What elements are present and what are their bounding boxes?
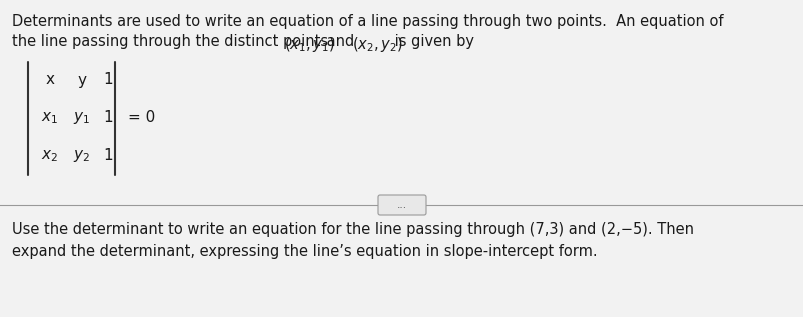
Text: Determinants are used to write an equation of a line passing through two points.: Determinants are used to write an equati… [12, 14, 723, 29]
Text: is given by: is given by [390, 34, 474, 49]
Text: 1: 1 [103, 73, 112, 87]
Text: $x_2$: $x_2$ [42, 148, 59, 164]
Text: 1: 1 [103, 111, 112, 126]
Text: $(x_1,y_1)$: $(x_1,y_1)$ [284, 35, 335, 54]
Text: expand the determinant, expressing the line’s equation in slope-intercept form.: expand the determinant, expressing the l… [12, 244, 597, 259]
Text: ...: ... [397, 200, 406, 210]
Text: $y_1$: $y_1$ [73, 110, 91, 126]
Text: Use the determinant to write an equation for the line passing through (7,3) and : Use the determinant to write an equation… [12, 222, 693, 237]
Text: x: x [46, 73, 55, 87]
Text: 1: 1 [103, 148, 112, 164]
Text: and: and [322, 34, 359, 49]
Text: the line passing through the distinct points: the line passing through the distinct po… [12, 34, 332, 49]
Text: $y_2$: $y_2$ [73, 148, 91, 164]
Text: = 0: = 0 [128, 111, 155, 126]
Text: $(x_2,y_2)$: $(x_2,y_2)$ [352, 35, 403, 54]
Text: y: y [77, 73, 87, 87]
FancyBboxPatch shape [377, 195, 426, 215]
Text: $x_1$: $x_1$ [42, 110, 59, 126]
